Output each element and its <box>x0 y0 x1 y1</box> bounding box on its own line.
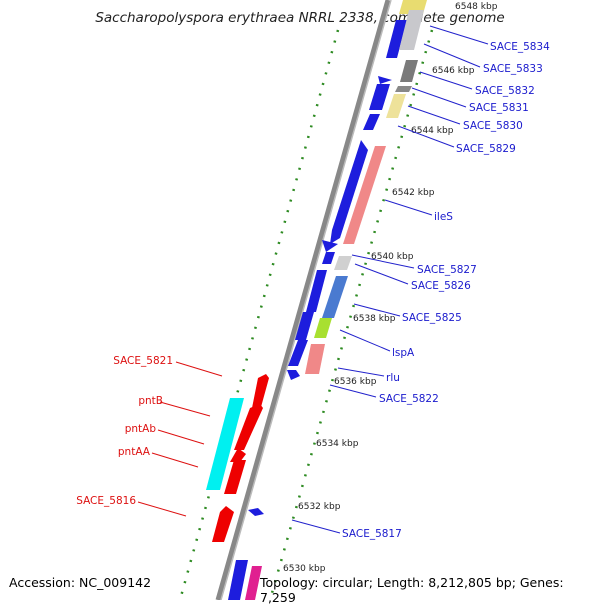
kbp-label: 6544 kbp <box>411 126 454 136</box>
right-gene-labels: SACE_5834 SACE_5833 SACE_5832 SACE_5831 … <box>342 41 550 540</box>
kbp-label: 6546 kbp <box>432 66 475 76</box>
gene-block[interactable] <box>224 460 246 494</box>
kbp-label: 6536 kbp <box>334 377 377 387</box>
genome-backbone <box>215 0 391 600</box>
gene-block[interactable] <box>330 140 368 244</box>
gene-block[interactable] <box>248 508 264 516</box>
gene-block[interactable] <box>334 256 352 270</box>
gene-label[interactable]: pntB <box>138 395 163 407</box>
kbp-label: 6538 kbp <box>353 314 396 324</box>
kbp-label: 6532 kbp <box>298 502 341 512</box>
gene-block[interactable] <box>305 344 325 374</box>
accession-text: Accession: NC_009142 <box>9 575 152 590</box>
gene-label[interactable]: pntAb <box>125 423 157 435</box>
gene-block[interactable] <box>343 146 386 244</box>
gene-block[interactable] <box>306 270 327 312</box>
gene-block[interactable] <box>322 240 338 252</box>
gene-block[interactable] <box>395 86 412 92</box>
genome-backbone-highlight <box>220 0 392 600</box>
gene-block[interactable] <box>386 20 407 58</box>
gene-label[interactable]: SACE_5826 <box>411 280 471 292</box>
gene-label[interactable]: SACE_5825 <box>402 312 462 324</box>
gene-label[interactable]: SACE_5832 <box>475 85 535 97</box>
right-leader-lines <box>291 25 489 534</box>
gene-block[interactable] <box>287 370 300 380</box>
kbp-label: 6530 kbp <box>283 564 326 574</box>
inner-gene-track <box>228 0 427 600</box>
gene-block[interactable] <box>363 114 380 130</box>
kbp-label: 6542 kbp <box>392 188 435 198</box>
gene-label[interactable]: SACE_5833 <box>483 63 543 75</box>
gene-label[interactable]: rlu <box>386 372 400 384</box>
gene-block[interactable] <box>314 318 332 338</box>
gene-block[interactable] <box>386 94 406 118</box>
gene-label[interactable]: SACE_5817 <box>342 528 402 540</box>
gene-label[interactable]: SACE_5821 <box>113 355 173 367</box>
gene-label[interactable]: SACE_5822 <box>379 393 439 405</box>
gene-label[interactable]: SACE_5827 <box>417 264 477 276</box>
gene-label[interactable]: SACE_5834 <box>490 41 550 53</box>
kbp-label: 6548 kbp <box>455 2 498 12</box>
left-gene-labels: SACE_5821 pntB pntAb pntAA SACE_5816 <box>76 355 173 507</box>
gene-block[interactable] <box>322 252 335 264</box>
kbp-label: 6540 kbp <box>371 252 414 262</box>
gene-block[interactable] <box>228 560 248 600</box>
gene-block[interactable] <box>295 312 314 340</box>
gene-block[interactable] <box>288 340 308 366</box>
gene-block[interactable] <box>400 60 418 82</box>
gene-label[interactable]: SACE_5831 <box>469 102 529 114</box>
kbp-labels: 6548 kbp 6546 kbp 6544 kbp 6542 kbp 6540… <box>283 2 498 574</box>
gene-block[interactable] <box>322 276 348 318</box>
gene-block[interactable] <box>399 10 424 50</box>
gene-block[interactable] <box>378 76 392 84</box>
gene-block[interactable] <box>245 566 262 600</box>
gene-label[interactable]: pntAA <box>118 446 151 458</box>
gene-label[interactable]: SACE_5829 <box>456 143 516 155</box>
gene-block[interactable] <box>230 448 246 462</box>
outer-gene-track <box>206 374 269 542</box>
left-leader-lines <box>137 361 223 517</box>
gene-block[interactable] <box>212 506 234 542</box>
gene-block[interactable] <box>234 404 263 450</box>
gene-label[interactable]: SACE_5816 <box>76 495 136 507</box>
gene-label[interactable]: SACE_5830 <box>463 120 523 132</box>
topology-text: Topology: circular; Length: 8,212,805 bp… <box>260 575 564 605</box>
kbp-label: 6534 kbp <box>316 439 359 449</box>
gene-label[interactable]: ileS <box>434 211 453 223</box>
gene-block[interactable] <box>206 398 244 490</box>
gene-block[interactable] <box>369 84 390 110</box>
gene-label[interactable]: lspA <box>392 347 415 359</box>
